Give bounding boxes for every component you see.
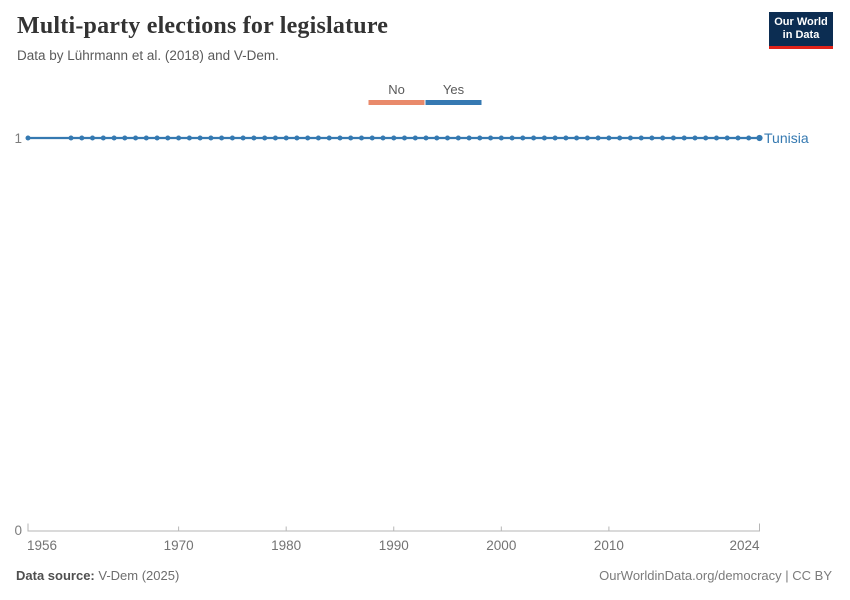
data-point	[488, 135, 494, 141]
data-point	[670, 135, 676, 141]
data-point	[176, 135, 182, 141]
data-point	[197, 135, 203, 141]
y-axis-tick-label-1: 1	[14, 131, 22, 146]
data-point	[348, 135, 354, 141]
series-line-tunisia[interactable]	[25, 134, 763, 142]
data-point	[756, 134, 763, 142]
data-point	[165, 135, 171, 141]
data-point	[100, 135, 106, 141]
data-point	[660, 135, 666, 141]
data-point	[391, 135, 397, 141]
data-point	[692, 135, 698, 141]
data-point	[520, 135, 526, 141]
series-label-tunisia[interactable]: Tunisia	[764, 130, 809, 146]
data-point	[326, 135, 332, 141]
data-point	[466, 135, 472, 141]
data-point	[552, 135, 558, 141]
data-point	[681, 135, 687, 141]
data-point	[617, 135, 623, 141]
x-axis-tick-label: 2024	[729, 538, 760, 553]
data-point	[90, 135, 95, 141]
data-point	[133, 135, 139, 141]
data-point	[79, 135, 85, 141]
data-point	[251, 135, 257, 141]
data-point	[262, 135, 268, 141]
data-point	[563, 135, 569, 141]
x-axis-tick-label: 2010	[593, 538, 624, 553]
legend: No Yes	[368, 82, 482, 105]
x-axis-tick-label: 1980	[271, 538, 302, 553]
legend-label-no: No	[388, 82, 405, 97]
data-point	[294, 135, 300, 141]
data-point	[122, 135, 128, 141]
data-point	[186, 135, 192, 141]
owid-logo[interactable]: Our World in Data	[769, 12, 833, 49]
data-point	[724, 135, 730, 141]
data-source-label: Data source:	[16, 568, 95, 583]
x-axis-tick-label: 1956	[27, 538, 58, 553]
data-point	[735, 135, 741, 141]
data-point	[337, 135, 343, 141]
legend-item-yes[interactable]: Yes	[425, 82, 482, 105]
data-point	[154, 135, 160, 141]
data-source-value: V-Dem (2025)	[94, 568, 180, 583]
data-point	[369, 135, 375, 141]
page-title: Multi-party elections for legislature	[17, 13, 389, 39]
data-point	[714, 135, 719, 141]
data-point	[455, 135, 461, 141]
data-point	[531, 135, 537, 141]
data-point	[412, 135, 418, 141]
data-point	[143, 135, 149, 141]
data-point	[359, 135, 364, 141]
data-point	[240, 135, 246, 141]
data-point	[434, 135, 440, 141]
legend-label-yes: Yes	[442, 82, 465, 97]
data-point	[380, 135, 386, 141]
legend-item-no[interactable]: No	[368, 82, 425, 105]
x-axis-tick-label: 2000	[486, 538, 517, 553]
x-axis-tick-label: 1970	[163, 538, 194, 553]
data-point	[638, 135, 644, 141]
data-point	[649, 135, 655, 141]
data-point	[315, 135, 321, 141]
x-axis-tick-label: 1990	[378, 538, 409, 553]
data-point	[574, 135, 580, 141]
data-point	[68, 135, 74, 141]
data-point	[423, 135, 429, 141]
owid-logo-text: Our World in Data	[769, 12, 833, 46]
data-point	[445, 135, 450, 141]
data-point	[477, 135, 483, 141]
data-point	[229, 135, 235, 141]
data-point	[541, 135, 547, 141]
data-source: Data source: V-Dem (2025)	[16, 568, 179, 583]
logo-accent-bar	[769, 46, 833, 49]
data-point	[584, 135, 590, 141]
data-point	[595, 135, 601, 141]
owid-logo-line1: Our World	[774, 16, 828, 28]
data-point	[746, 135, 752, 141]
data-point	[305, 135, 311, 141]
data-point	[283, 135, 289, 141]
data-point	[509, 135, 515, 141]
legend-swatch-yes	[425, 100, 482, 105]
data-point	[703, 135, 709, 141]
data-point	[627, 135, 633, 141]
data-point	[498, 135, 504, 141]
data-point	[25, 135, 31, 141]
data-point	[272, 135, 278, 141]
data-point	[606, 135, 612, 141]
legend-swatch-no	[368, 100, 425, 105]
owid-logo-line2: in Data	[782, 29, 820, 41]
x-axis-labels: 1956 1970 1980 1990 2000 2010 2024	[0, 538, 850, 556]
chart-subtitle: Data by Lührmann et al. (2018) and V-Dem…	[17, 48, 279, 63]
credit-line: OurWorldinData.org/democracy | CC BY	[599, 568, 832, 583]
data-point	[219, 135, 225, 141]
data-point	[208, 135, 214, 141]
data-point	[111, 135, 117, 141]
y-axis-tick-label-0: 0	[14, 523, 22, 538]
data-point	[402, 135, 407, 141]
